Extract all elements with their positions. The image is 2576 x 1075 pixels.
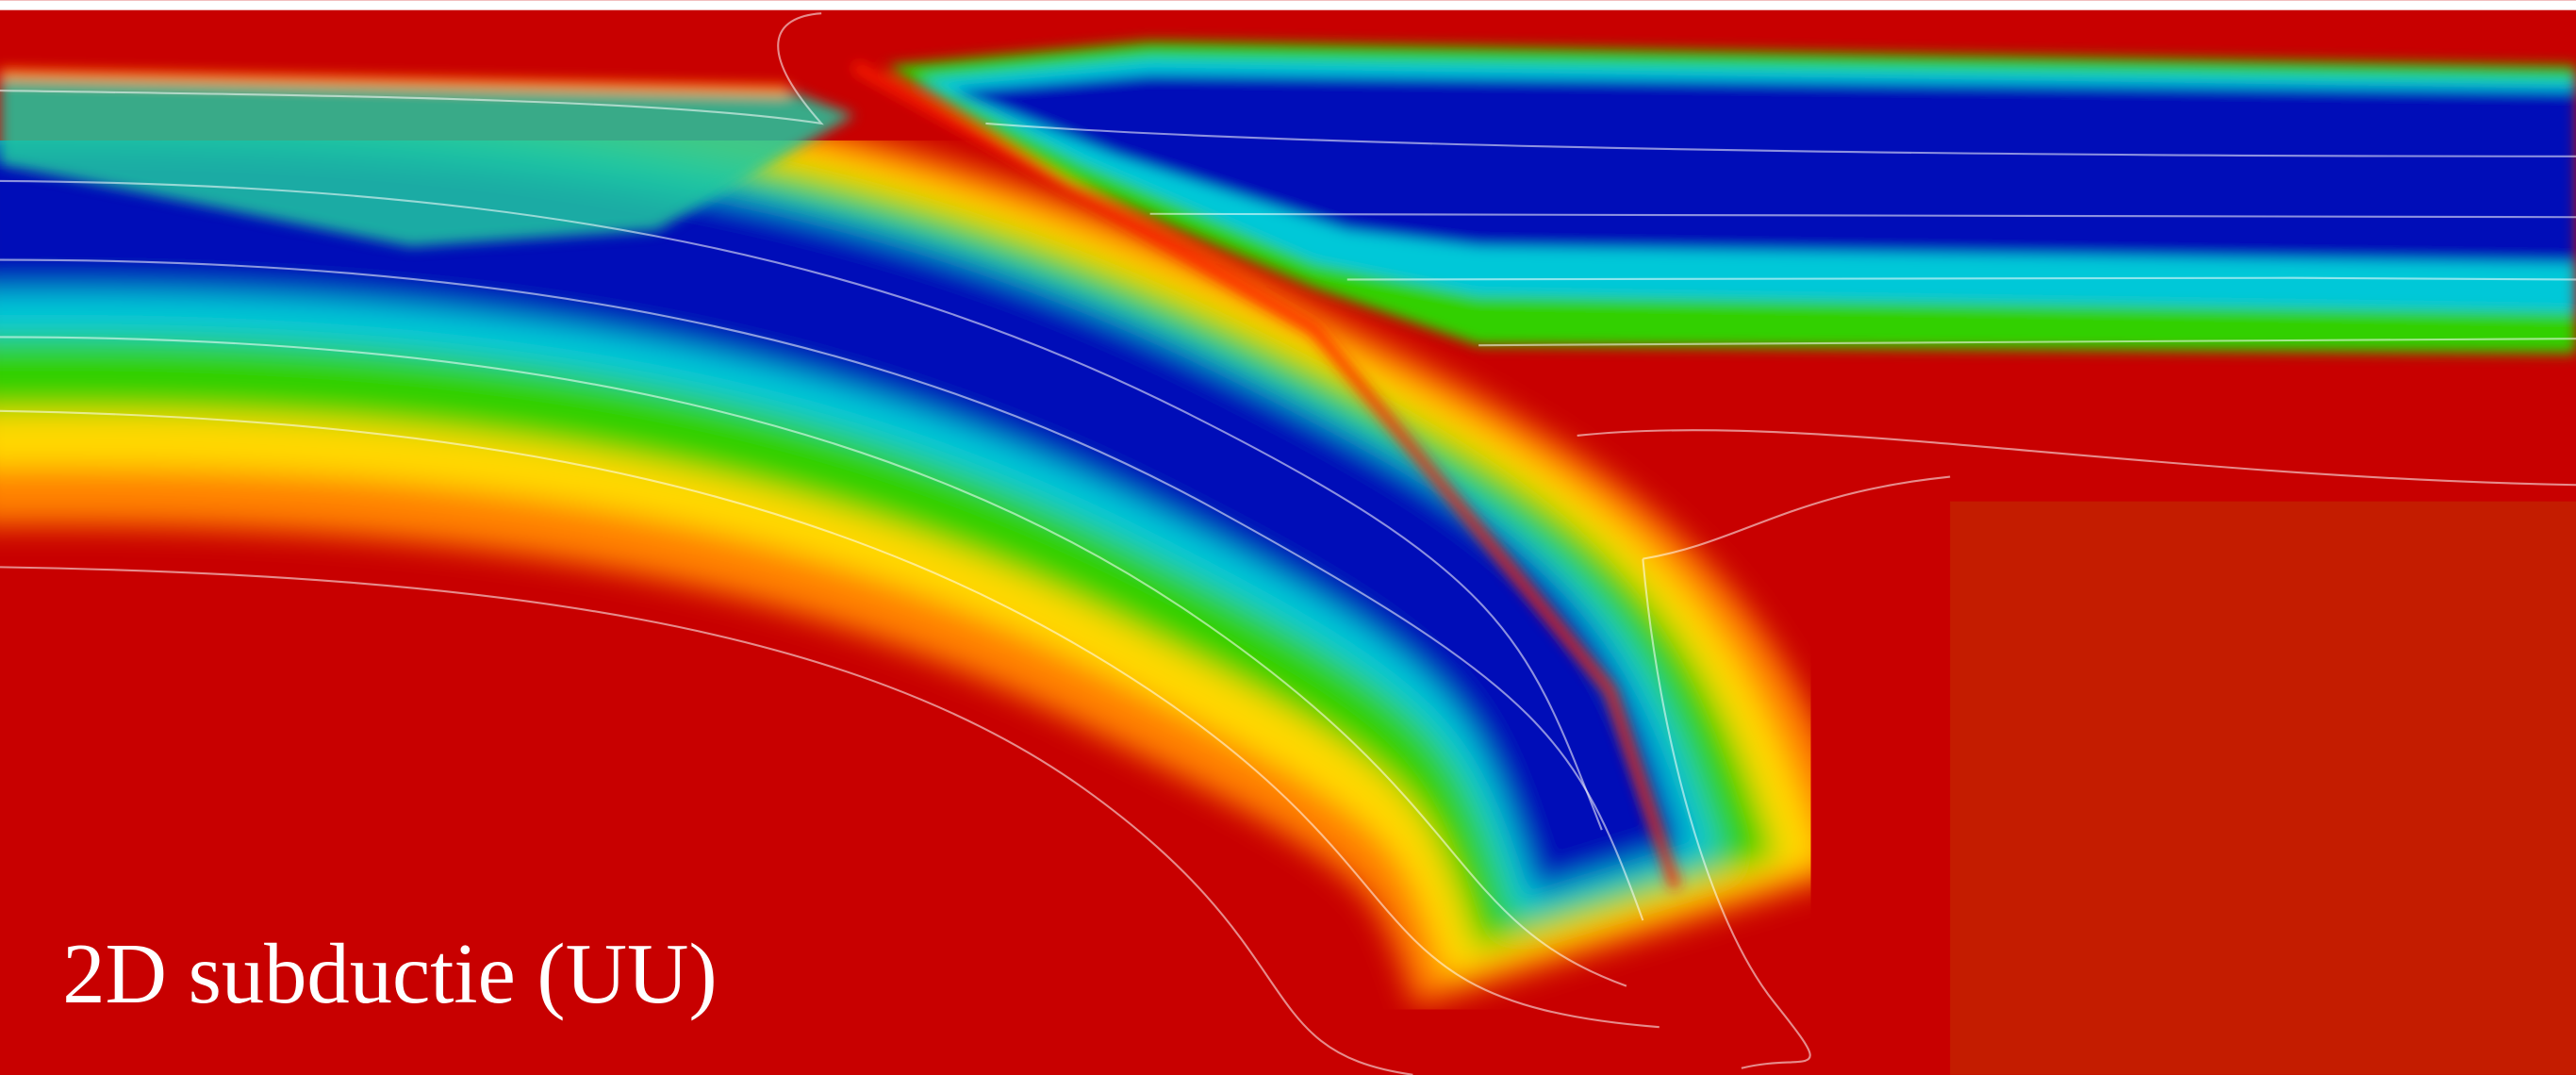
simulation-view: 2D subductie (UU) [0, 0, 2576, 1075]
dark-panel [1950, 502, 2576, 1075]
caption: 2D subductie (UU) [62, 926, 717, 1021]
top-strip [0, 0, 2576, 9]
page: 2D subductie (UU) (() => { const data = … [0, 0, 2576, 1075]
